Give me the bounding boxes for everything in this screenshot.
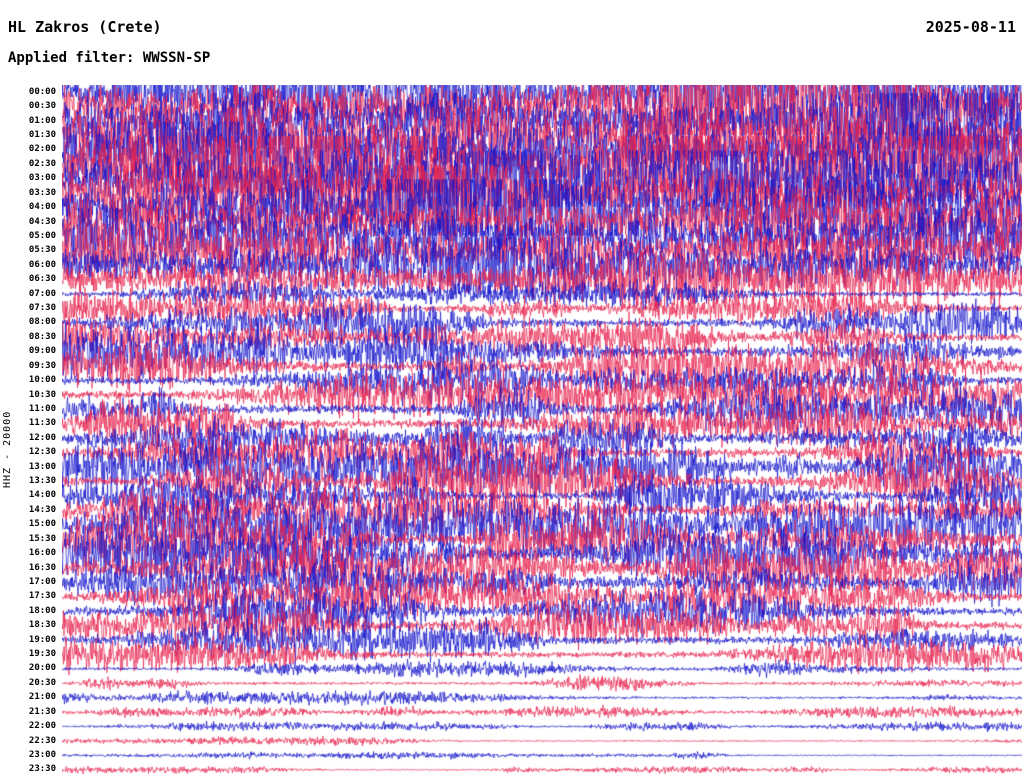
time-label: 12:00 [28,432,56,443]
time-label: 02:30 [28,158,56,169]
time-label: 14:30 [28,504,56,515]
time-axis: 00:00 00:30 01:00 01:30 02:00 02:30 03:00 03:30… [0,85,60,777]
time-label: 07:30 [28,303,56,313]
seismogram-canvas [62,85,1022,777]
time-label: 16:30 [28,562,56,573]
date-label: 2025-08-11 [925,18,1016,36]
time-label: 09:30 [28,360,56,371]
time-label: 22:00 [28,721,56,731]
time-label: 18:30 [28,620,56,631]
time-label: 22:30 [28,735,56,746]
time-label: 14:00 [28,490,56,501]
time-label: 21:00 [28,692,56,703]
time-label: 05:00 [28,230,56,241]
time-label: 10:30 [28,389,56,400]
station-title: HL Zakros (Crete) [8,18,162,36]
time-label: 11:30 [28,418,56,429]
time-label: 03:00 [28,173,56,184]
time-label: 07:00 [28,288,56,299]
time-label: 17:00 [28,576,56,587]
time-label: 08:00 [28,317,56,328]
time-label: 17:30 [28,591,56,602]
filter-label: Applied filter: WWSSN-SP [8,50,211,66]
time-label: 00:00 [28,86,56,97]
time-label: 10:00 [28,375,56,385]
time-label: 21:30 [28,706,56,717]
time-label: 01:00 [28,115,56,126]
time-label: 20:30 [28,677,56,688]
time-label: 04:00 [28,202,56,212]
time-label: 15:30 [28,533,56,544]
time-label: 13:30 [28,476,56,486]
seismogram-plot [62,85,1022,777]
time-label: 01:30 [28,130,56,140]
time-label: 09:00 [28,346,56,357]
time-label: 06:00 [28,259,56,270]
time-label: 08:30 [28,331,56,342]
time-label: 23:30 [28,764,56,775]
time-label: 05:30 [28,245,56,256]
time-label: 06:30 [28,274,56,285]
time-label: 20:00 [28,663,56,674]
time-label: 15:00 [28,519,56,530]
time-label: 18:00 [28,605,56,616]
time-label: 19:00 [28,634,56,645]
time-label: 16:00 [28,548,56,558]
time-label: 11:00 [28,403,56,414]
time-label: 23:00 [28,749,56,760]
time-label: 02:00 [28,144,56,155]
time-label: 19:30 [28,649,56,659]
time-label: 00:30 [28,101,56,112]
time-label: 03:30 [28,187,56,198]
time-label: 04:30 [28,216,56,227]
time-label: 13:00 [28,461,56,472]
time-label: 12:30 [28,447,56,458]
